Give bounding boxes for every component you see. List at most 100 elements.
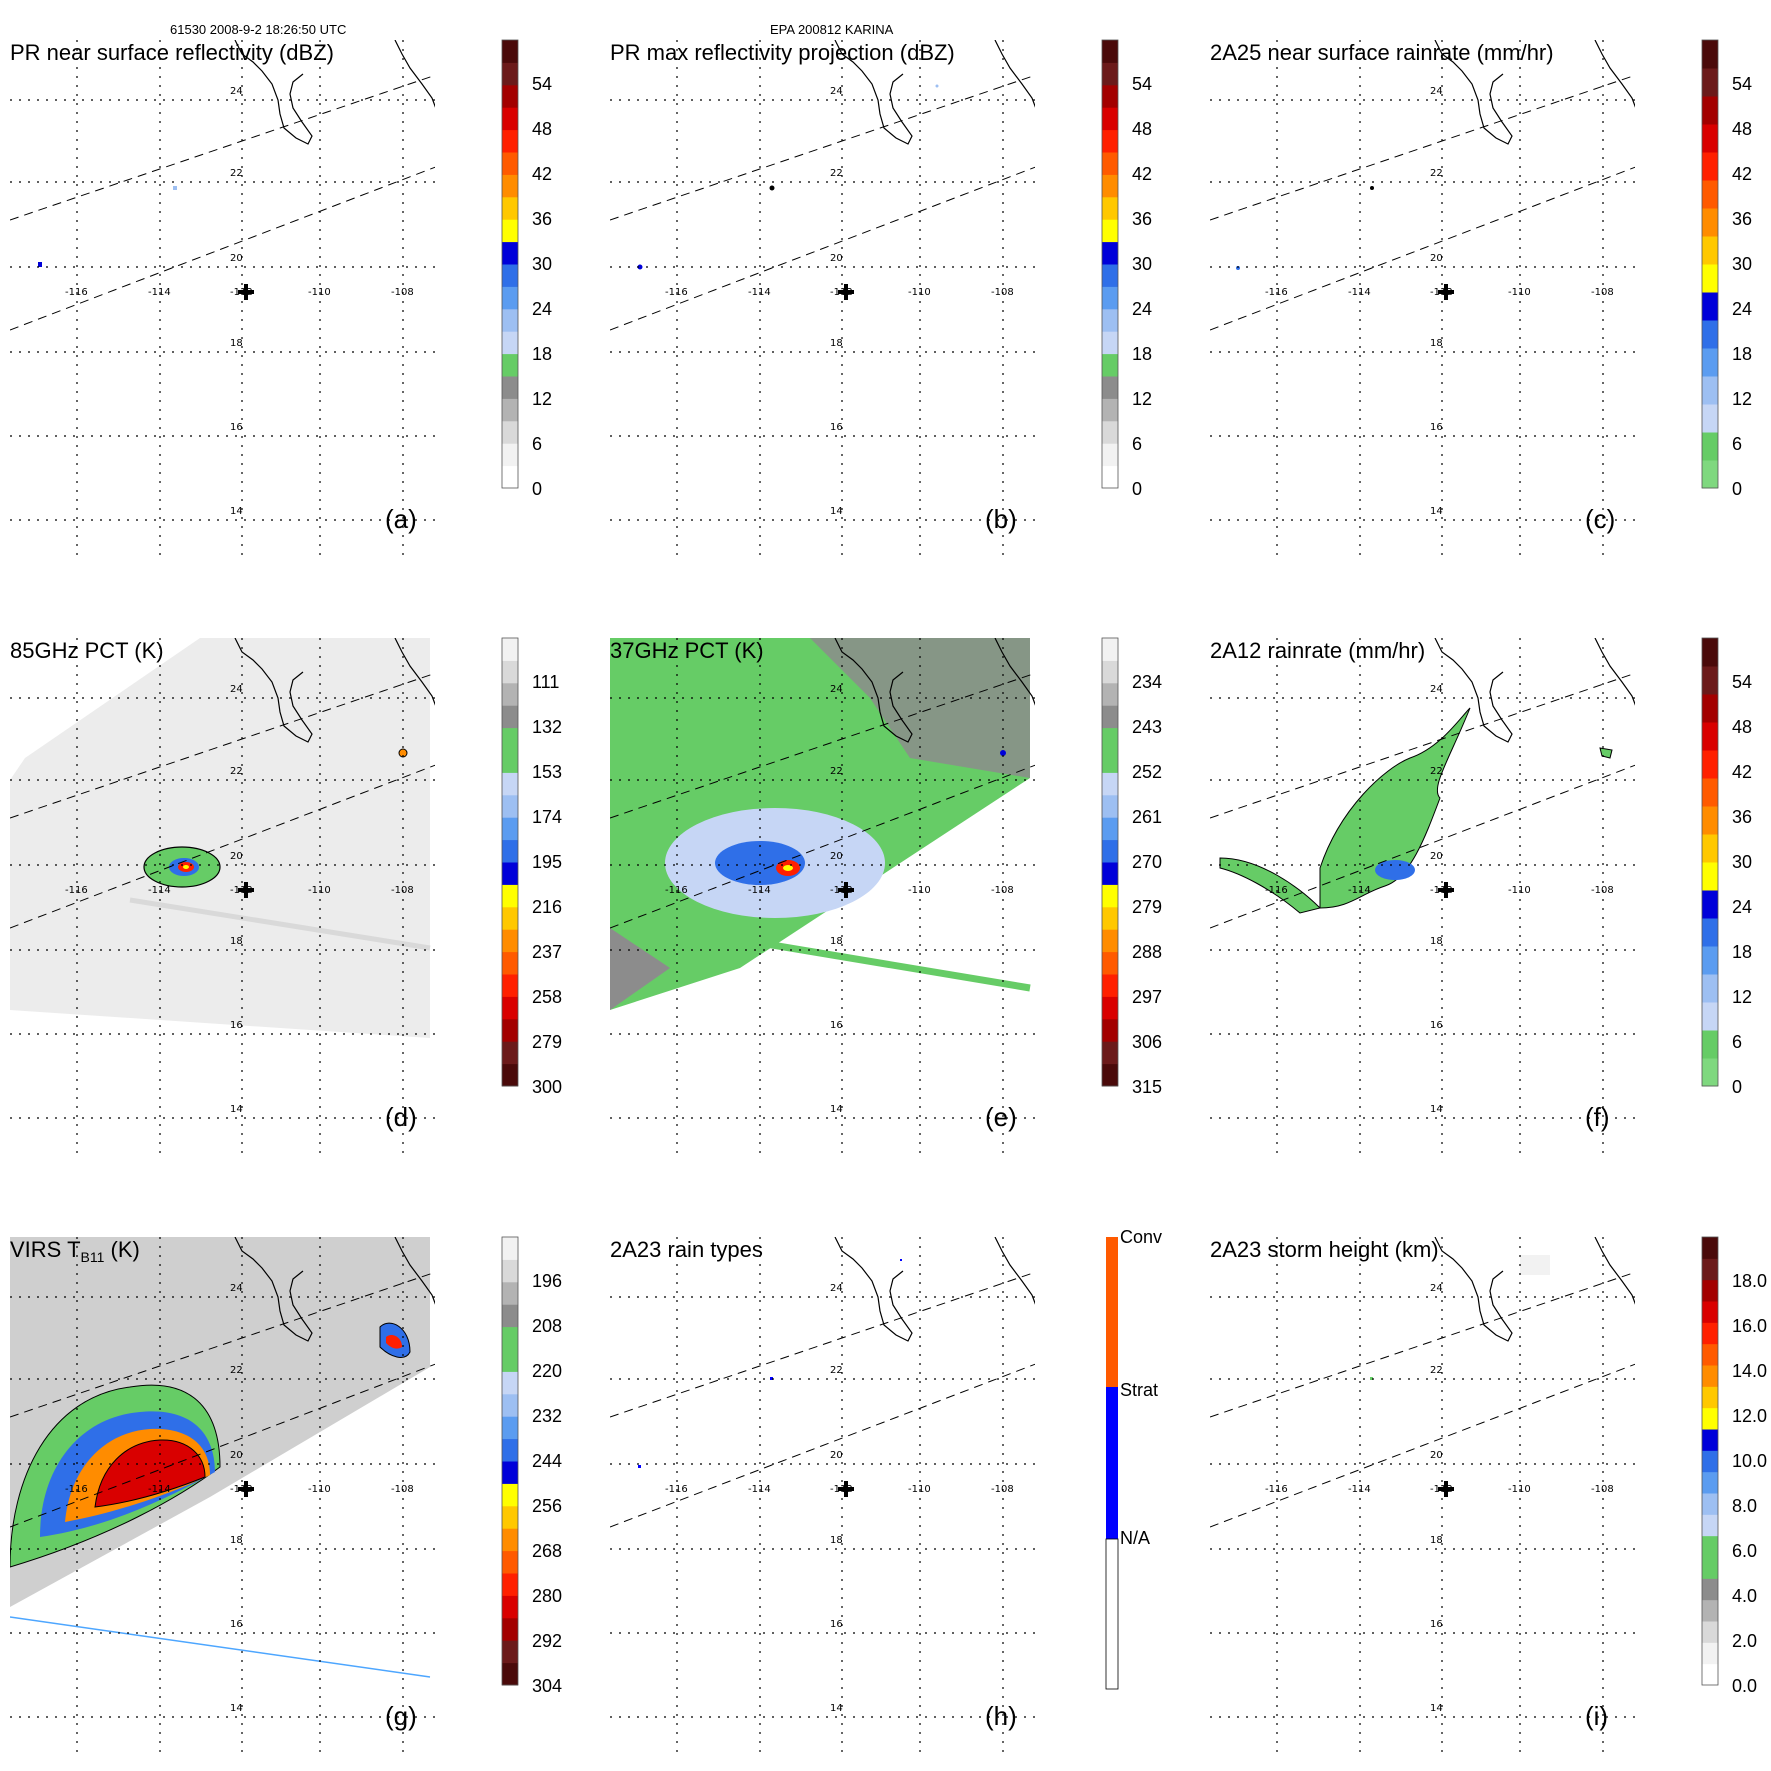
panel-label: (h) bbox=[985, 1701, 1017, 1731]
colorbar-segment bbox=[1702, 264, 1718, 293]
colorbar-tick-label: 6 bbox=[1732, 434, 1742, 454]
coastline-mainland bbox=[394, 40, 435, 108]
lon-label-4: -108 bbox=[1591, 885, 1614, 896]
colorbar-segment bbox=[1702, 918, 1718, 947]
colorbar-tick-label: 279 bbox=[532, 1032, 562, 1052]
colorbar-tick-label: 0 bbox=[532, 479, 542, 499]
orbit-time-header: 61530 2008-9-2 18:26:50 UTC bbox=[170, 22, 347, 37]
lat-label-5: 14 bbox=[230, 1703, 243, 1714]
colorbar-segment bbox=[1102, 308, 1118, 332]
colorbar-segment bbox=[1702, 1557, 1718, 1579]
colorbar-tick-label: 30 bbox=[1732, 254, 1752, 274]
panel-title: PR max reflectivity projection (dBZ) bbox=[610, 40, 955, 65]
lon-label-4: -108 bbox=[1591, 1484, 1614, 1495]
lat-label-1: 22 bbox=[830, 168, 843, 179]
colorbar: N/A Strat Conv bbox=[1105, 1227, 1162, 1690]
panel-e: -116-114-112-110-108-10624222018161437GH… bbox=[610, 637, 1162, 1153]
lon-label-1: -114 bbox=[748, 1484, 771, 1495]
colorbar-segment bbox=[1702, 1386, 1718, 1409]
colorbar-segment bbox=[1702, 124, 1718, 153]
colorbar-tick-label: 280 bbox=[532, 1586, 562, 1606]
colorbar-segment bbox=[1102, 794, 1118, 818]
edge-marker bbox=[484, 886, 488, 894]
colorbar-tick-label: 0 bbox=[1132, 479, 1142, 499]
colorbar-segment bbox=[502, 1349, 518, 1372]
colorbar-segment bbox=[1702, 834, 1718, 863]
colorbar-segment bbox=[1702, 1450, 1718, 1473]
rain-core bbox=[783, 865, 793, 871]
colorbar-segment bbox=[1102, 660, 1118, 684]
colorbar-segment bbox=[1702, 460, 1718, 489]
colorbar-segment bbox=[1702, 348, 1718, 377]
colorbar-segment bbox=[502, 974, 518, 997]
colorbar-segment bbox=[1102, 62, 1118, 86]
cloud-core bbox=[386, 1335, 402, 1349]
colorbar-segment bbox=[1702, 1493, 1718, 1515]
colorbar-segment bbox=[1102, 465, 1118, 489]
swath-edge-south bbox=[610, 166, 1035, 331]
lon-label-4: -108 bbox=[991, 287, 1014, 298]
lon-label-3: -110 bbox=[908, 885, 931, 896]
colorbar-tick-label: 243 bbox=[1132, 717, 1162, 737]
colorbar-tick-label: 208 bbox=[532, 1316, 562, 1336]
colorbar-segment bbox=[502, 398, 518, 422]
colorbar-tick-label: 292 bbox=[532, 1631, 562, 1651]
colorbar-segment bbox=[1702, 376, 1718, 405]
lat-label-4: 16 bbox=[830, 1619, 843, 1630]
colorbar-segment bbox=[502, 308, 518, 332]
colorbar-segment bbox=[1102, 331, 1118, 355]
lon-label-4: -108 bbox=[391, 885, 414, 896]
swath-edge-north bbox=[610, 1271, 1035, 1418]
colorbar-tick-label: 18 bbox=[1732, 942, 1752, 962]
colorbar-segment bbox=[502, 705, 518, 729]
colorbar-tick-label: 174 bbox=[532, 807, 562, 827]
colorbar-segment bbox=[1102, 376, 1118, 399]
edge-marker bbox=[1084, 288, 1088, 296]
colorbar-segment bbox=[1102, 929, 1118, 953]
lon-label-1: -114 bbox=[1348, 1484, 1371, 1495]
echo bbox=[1370, 186, 1374, 190]
swath-edge-north bbox=[10, 74, 435, 221]
lat-label-2: 20 bbox=[230, 851, 243, 862]
edge-marker bbox=[1684, 1485, 1688, 1493]
colorbar-segment bbox=[1702, 1058, 1718, 1087]
colorbar: 0 6 12 18 24 30 36 42 48 54 bbox=[501, 39, 552, 499]
swath-edge-south bbox=[1210, 166, 1635, 331]
coastline-mainland bbox=[994, 1237, 1035, 1305]
lon-label-1: -114 bbox=[1348, 287, 1371, 298]
colorbar-segment bbox=[1102, 286, 1118, 310]
colorbar-segment bbox=[1702, 1002, 1718, 1031]
colorbar-tick-label: 232 bbox=[532, 1406, 562, 1426]
colorbar-segment bbox=[1102, 152, 1118, 175]
colorbar-segment bbox=[502, 884, 518, 908]
swath-edge-north bbox=[610, 74, 1035, 221]
panel-g: -116-114-112-110-108-106242220181614VIRS… bbox=[10, 1236, 562, 1752]
colorbar-segment bbox=[502, 996, 518, 1020]
lon-label-5: -106 bbox=[1071, 1484, 1094, 1495]
colorbar-tick-label: 0 bbox=[1732, 479, 1742, 499]
panel-h: -116-114-112-110-108-1062422201816142A23… bbox=[610, 1227, 1162, 1752]
colorbar-tick-label: 153 bbox=[532, 762, 562, 782]
colorbar-segment bbox=[1702, 778, 1718, 807]
colorbar-segment bbox=[502, 1304, 518, 1328]
lat-label-3: 18 bbox=[830, 338, 843, 349]
panel-title: 37GHz PCT (K) bbox=[610, 638, 764, 663]
colorbar-frame bbox=[501, 1236, 519, 1686]
coastline-baja bbox=[1434, 40, 1513, 145]
lat-label-5: 14 bbox=[830, 1104, 843, 1115]
colorbar-segment bbox=[502, 1237, 518, 1260]
track-line bbox=[129, 897, 431, 951]
colorbar-segment bbox=[502, 750, 518, 773]
colorbar-segment bbox=[1102, 839, 1118, 863]
echo bbox=[173, 186, 177, 190]
lon-label-3: -110 bbox=[908, 1484, 931, 1495]
colorbar-segment bbox=[502, 682, 518, 706]
edge-marker bbox=[1684, 886, 1688, 894]
colorbar-tick-label: 6 bbox=[1732, 1032, 1742, 1052]
coastline-mainland bbox=[1594, 40, 1635, 108]
colorbar-frame bbox=[1101, 637, 1119, 1087]
